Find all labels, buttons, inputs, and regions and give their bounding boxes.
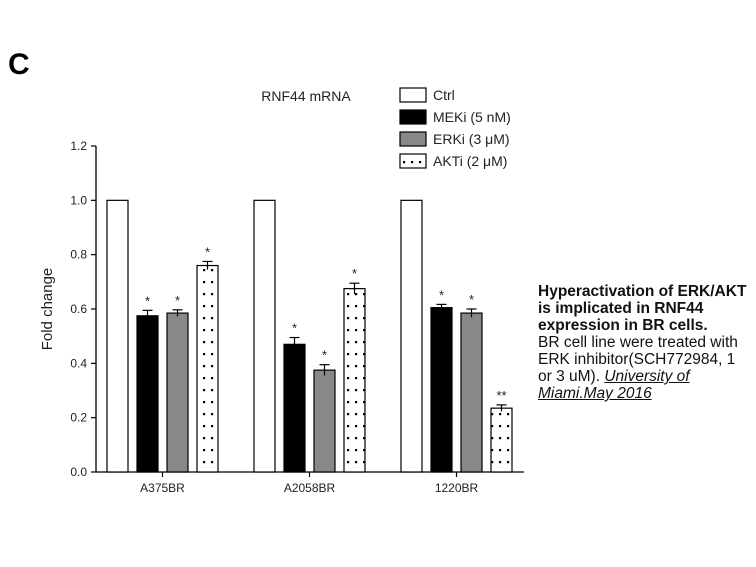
significance-1220BR-3: ** — [496, 388, 506, 403]
bar-1220BR-0 — [400, 199, 423, 473]
legend-label-1: MEKi (5 nM) — [433, 109, 511, 125]
caption-source-link[interactable]: University of Miami.May 2016 — [538, 368, 690, 402]
category-label-0: A375BR — [140, 481, 185, 495]
bars-group: * ****** *** — [106, 199, 513, 473]
bar-A375BR-2 — [166, 312, 189, 473]
significance-A375BR-2: * — [175, 293, 180, 308]
significance-1220BR-2: * — [469, 292, 474, 307]
y-tick-label-3: 0.6 — [70, 302, 87, 316]
chart-title: RNF44 mRNA — [261, 88, 351, 104]
bar-1220BR-3 — [490, 407, 513, 473]
significance-A375BR-1: * — [145, 293, 150, 308]
legend-label-2: ERKi (3 μM) — [433, 131, 510, 147]
bar-A375BR-1 — [136, 315, 159, 473]
bar-A2058BR-0 — [253, 199, 276, 473]
caption-body: BR cell line were treated with ERK inhib… — [538, 334, 738, 385]
legend: Ctrl MEKi (5 nM) ERKi (3 μM) AKTi (2 μM) — [399, 87, 511, 169]
bar-chart: C RNF44 mRNA Fold change 0.0 0.2 0.4 0.6 0.8… — [8, 48, 524, 495]
significance-A2058BR-2: * — [322, 348, 327, 363]
y-axis-label: Fold change — [39, 268, 56, 351]
caption-title: Hyperactivation of ERK/AKT is implicated… — [538, 283, 747, 334]
y-tick-label-5: 1.0 — [70, 193, 87, 207]
y-tick-label-1: 0.2 — [70, 411, 87, 425]
legend-swatch-3 — [399, 153, 427, 169]
significance-1220BR-1: * — [439, 287, 444, 302]
bar-A375BR-3 — [196, 264, 219, 473]
bar-1220BR-1 — [430, 307, 453, 473]
panel-letter: C — [8, 48, 30, 81]
bar-A2058BR-3 — [343, 288, 366, 473]
bar-A2058BR-2 — [313, 369, 336, 473]
bar-1220BR-2 — [460, 312, 483, 473]
y-tick-label-0: 0.0 — [70, 465, 87, 479]
y-tick-label-4: 0.8 — [70, 248, 87, 262]
bar-A2058BR-1 — [283, 343, 306, 473]
legend-swatch-2 — [399, 131, 427, 147]
y-tick-label-6: 1.2 — [70, 139, 87, 153]
category-label-2: 1220BR — [435, 481, 479, 495]
bar-A375BR-0 — [106, 199, 129, 473]
significance-A375BR-3: * — [205, 244, 210, 259]
legend-swatch-1 — [399, 109, 427, 125]
legend-label-0: Ctrl — [433, 87, 455, 103]
significance-A2058BR-1: * — [292, 321, 297, 336]
category-label-1: A2058BR — [284, 481, 336, 495]
significance-A2058BR-3: * — [352, 266, 357, 281]
y-tick-label-2: 0.4 — [70, 356, 87, 370]
legend-swatch-0 — [399, 87, 427, 103]
figure-caption: Hyperactivation of ERK/AKT is implicated… — [538, 283, 752, 402]
legend-label-3: AKTi (2 μM) — [433, 153, 507, 169]
